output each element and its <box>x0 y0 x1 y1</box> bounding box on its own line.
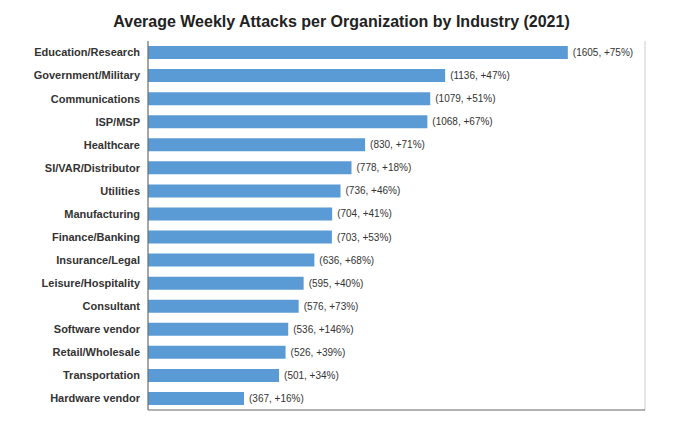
svg-text:(1605, +75%): (1605, +75%) <box>573 47 633 58</box>
svg-text:(536, +146%): (536, +146%) <box>293 324 353 335</box>
svg-text:Retail/Wholesale: Retail/Wholesale <box>53 346 140 358</box>
svg-text:(778, +18%): (778, +18%) <box>357 162 412 173</box>
svg-text:(501, +34%): (501, +34%) <box>284 370 339 381</box>
svg-text:Transportation: Transportation <box>63 369 140 381</box>
svg-text:Consultant: Consultant <box>83 300 141 312</box>
svg-text:ISP/MSP: ISP/MSP <box>95 116 140 128</box>
svg-text:(830, +71%): (830, +71%) <box>370 139 425 150</box>
svg-text:Government/Military: Government/Military <box>34 69 141 81</box>
svg-text:SI/VAR/Distributor: SI/VAR/Distributor <box>45 162 141 174</box>
svg-text:(1136, +47%): (1136, +47%) <box>450 70 510 81</box>
svg-text:(595, +40%): (595, +40%) <box>309 278 364 289</box>
html-text:Average Weekly Attacks per Org: Average Weekly Attacks per Organization … <box>113 13 570 30</box>
svg-text:Hardware vendor: Hardware vendor <box>50 392 141 404</box>
svg-text:Manufacturing: Manufacturing <box>64 208 140 220</box>
svg-text:(703, +53%): (703, +53%) <box>337 232 392 243</box>
svg-text:(636, +68%): (636, +68%) <box>319 255 374 266</box>
svg-text:(576, +73%): (576, +73%) <box>304 301 359 312</box>
svg-text:Software vendor: Software vendor <box>54 323 141 335</box>
svg-text:(1068, +67%): (1068, +67%) <box>432 116 492 127</box>
svg-text:(367, +16%): (367, +16%) <box>249 393 304 404</box>
svg-text:Utilities: Utilities <box>100 185 140 197</box>
svg-text:Finance/Banking: Finance/Banking <box>52 231 140 243</box>
svg-text:(736, +46%): (736, +46%) <box>346 185 401 196</box>
svg-text:Leisure/Hospitality: Leisure/Hospitality <box>42 277 141 289</box>
svg-text:(1079, +51%): (1079, +51%) <box>435 93 495 104</box>
svg-text:(704, +41%): (704, +41%) <box>337 208 392 219</box>
svg-text:(526, +39%): (526, +39%) <box>291 347 346 358</box>
svg-text:Healthcare: Healthcare <box>84 139 140 151</box>
svg-text:Communications: Communications <box>51 93 140 105</box>
svg-text:Insurance/Legal: Insurance/Legal <box>56 254 140 266</box>
svg-text:Education/Research: Education/Research <box>34 46 140 58</box>
